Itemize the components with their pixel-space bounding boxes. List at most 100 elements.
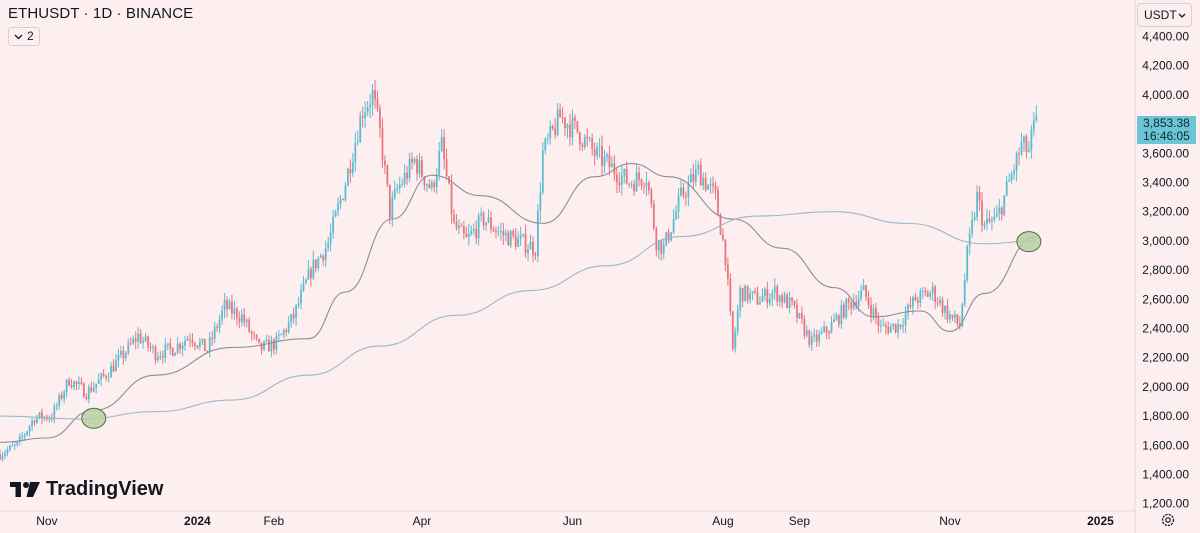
candle bbox=[847, 296, 850, 310]
candle-body bbox=[171, 348, 174, 356]
candle-body bbox=[729, 278, 732, 312]
candle-body bbox=[536, 210, 539, 257]
candle-body bbox=[85, 397, 88, 400]
candle-body bbox=[445, 159, 448, 177]
tradingview-logo[interactable]: TradingView bbox=[10, 478, 163, 501]
candle bbox=[329, 223, 332, 252]
candle bbox=[729, 273, 732, 316]
candle bbox=[566, 123, 569, 139]
candle bbox=[586, 128, 589, 147]
candle bbox=[401, 178, 404, 188]
candle-body bbox=[467, 233, 470, 238]
candle bbox=[536, 204, 539, 263]
candle-body bbox=[213, 326, 216, 339]
candle-body bbox=[31, 420, 33, 427]
candle-body bbox=[379, 108, 381, 128]
candle-body bbox=[1005, 181, 1008, 196]
candle bbox=[154, 344, 157, 365]
candle bbox=[855, 294, 858, 310]
candle-body bbox=[401, 184, 404, 186]
candle bbox=[11, 442, 14, 447]
candle-body bbox=[354, 143, 357, 163]
candle bbox=[213, 321, 216, 344]
gear-icon[interactable] bbox=[1160, 512, 1176, 528]
candle-body bbox=[1013, 170, 1015, 174]
candle-body bbox=[184, 340, 186, 346]
candle bbox=[744, 284, 747, 302]
candle bbox=[467, 224, 470, 246]
candle bbox=[176, 336, 179, 355]
candle bbox=[1035, 105, 1038, 123]
candle-body bbox=[226, 300, 228, 310]
candle-body bbox=[731, 311, 734, 349]
candle-body bbox=[438, 150, 441, 175]
candle-body bbox=[532, 242, 534, 255]
candle bbox=[191, 333, 194, 348]
candle bbox=[450, 174, 453, 224]
candle-body bbox=[92, 387, 95, 392]
candle-body bbox=[657, 240, 660, 251]
candle bbox=[502, 223, 505, 245]
price-tick-label: 4,200.00 bbox=[1142, 59, 1189, 73]
price-tick-label: 4,400.00 bbox=[1142, 30, 1189, 44]
candle bbox=[569, 113, 571, 146]
candle bbox=[144, 333, 147, 343]
last-price-value: 3,853.38 bbox=[1143, 116, 1190, 130]
candle-body bbox=[1025, 136, 1028, 152]
candle bbox=[1008, 173, 1011, 182]
candle bbox=[164, 338, 167, 363]
candle bbox=[541, 142, 544, 195]
candle bbox=[339, 194, 342, 210]
candle-body bbox=[356, 142, 359, 144]
candle bbox=[495, 226, 497, 239]
candle-body bbox=[231, 301, 233, 314]
candle bbox=[169, 338, 172, 355]
candle bbox=[216, 323, 219, 332]
candle bbox=[253, 331, 256, 340]
candle-body bbox=[70, 385, 73, 388]
candle-body bbox=[312, 259, 315, 278]
candle bbox=[233, 300, 236, 320]
price-tick-label: 1,200.00 bbox=[1142, 497, 1189, 511]
candle-body bbox=[694, 169, 697, 182]
candle-body bbox=[847, 298, 850, 303]
symbol-title[interactable]: ETHUSDT · 1D · BINANCE bbox=[8, 5, 194, 22]
candle bbox=[882, 318, 885, 326]
candle-body bbox=[781, 295, 784, 303]
candle bbox=[105, 374, 107, 382]
candle-body bbox=[391, 197, 394, 219]
candle bbox=[460, 222, 463, 227]
candle bbox=[840, 300, 843, 329]
candle-body bbox=[285, 330, 288, 333]
candle bbox=[386, 164, 389, 188]
price-tick-label: 3,000.00 bbox=[1142, 234, 1189, 248]
crossover-marker[interactable] bbox=[1016, 231, 1042, 253]
candle-body bbox=[490, 217, 492, 230]
candle bbox=[70, 378, 73, 389]
candle-body bbox=[823, 326, 826, 332]
candle-body bbox=[704, 178, 707, 190]
candle bbox=[818, 329, 821, 347]
candle-body bbox=[260, 342, 263, 350]
candle-body bbox=[297, 303, 300, 306]
currency-select[interactable]: USDT bbox=[1137, 3, 1192, 27]
candle-body bbox=[638, 172, 640, 180]
candle bbox=[685, 191, 687, 206]
candle bbox=[860, 284, 863, 302]
candle-body bbox=[68, 379, 70, 386]
price-axis-labels: 4,400.004,200.004,000.003,800.003,600.00… bbox=[1142, 30, 1189, 511]
candle bbox=[223, 293, 226, 319]
candle-body bbox=[243, 314, 246, 323]
candle-body bbox=[662, 244, 665, 254]
candle bbox=[564, 117, 566, 137]
candle-body bbox=[899, 324, 902, 327]
candle-body bbox=[514, 235, 517, 247]
candle bbox=[618, 172, 621, 193]
candle bbox=[161, 350, 164, 364]
candle bbox=[186, 336, 189, 342]
crossover-marker[interactable] bbox=[81, 407, 107, 429]
indicators-toggle-button[interactable]: 2 bbox=[8, 27, 40, 46]
candle bbox=[371, 83, 374, 117]
candle-body bbox=[238, 318, 241, 322]
